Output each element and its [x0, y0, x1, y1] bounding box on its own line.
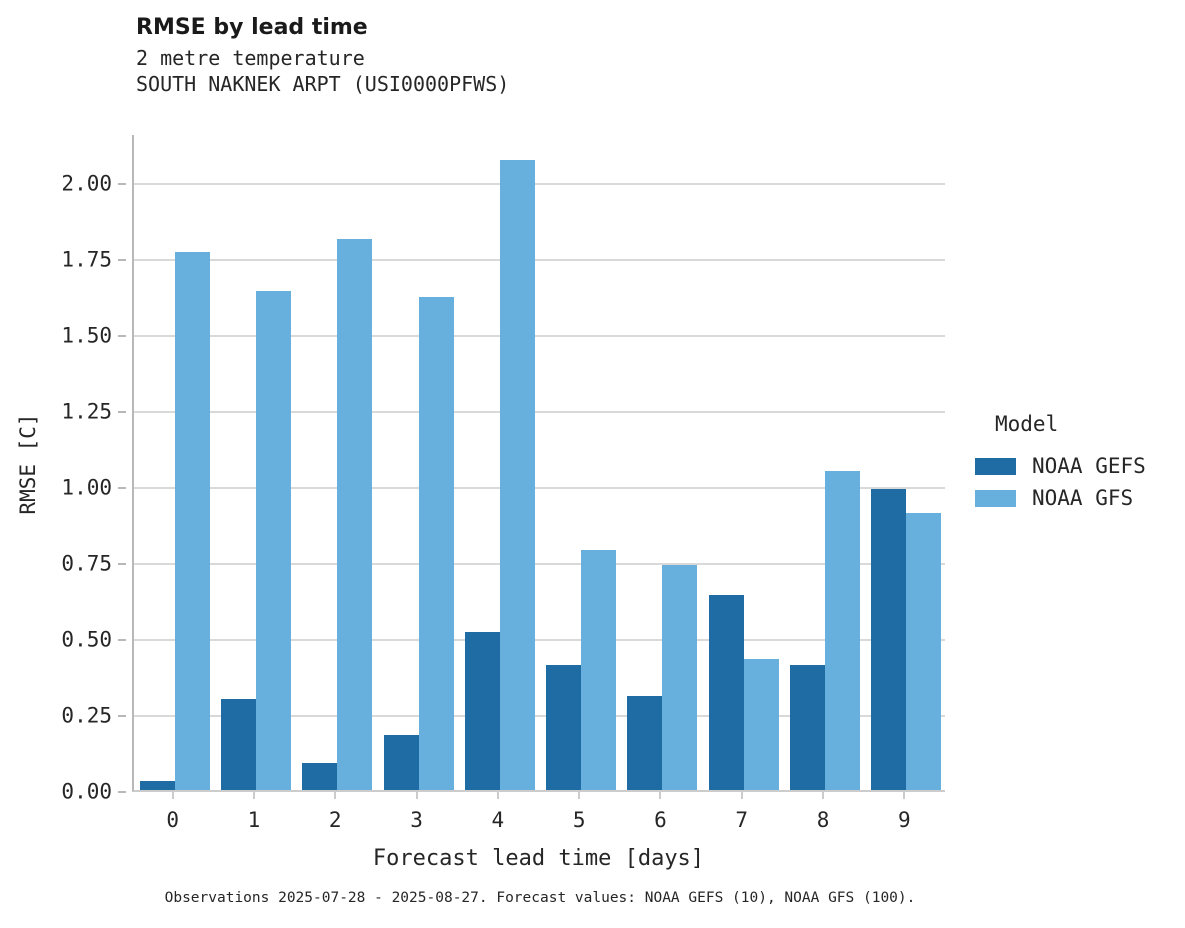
- x-tick-label: 5: [572, 808, 586, 832]
- bar[interactable]: [871, 488, 907, 790]
- legend-item-label: NOAA GFS: [1032, 486, 1134, 510]
- y-tick-label: 1.00: [61, 475, 112, 500]
- bar[interactable]: [174, 251, 210, 790]
- x-tick-label: 6: [654, 808, 667, 832]
- y-tick-mark: [118, 182, 126, 185]
- x-tick-label: 1: [247, 808, 261, 832]
- y-tick-label: 0.75: [61, 551, 112, 576]
- chart-subtitle-variable: 2 metre temperature: [136, 46, 365, 70]
- legend-item[interactable]: NOAA GEFS: [975, 450, 1175, 482]
- x-tick-label: 2: [328, 808, 342, 832]
- x-tick-mark: [415, 792, 418, 799]
- bar[interactable]: [464, 631, 500, 790]
- y-tick-label: 0.25: [61, 703, 112, 728]
- y-tick-mark: [118, 486, 126, 489]
- legend-item[interactable]: NOAA GFS: [975, 482, 1175, 514]
- bar-group: [459, 135, 540, 790]
- x-axis-label: Forecast lead time [days]: [372, 846, 705, 871]
- y-tick-label: 1.50: [61, 323, 112, 348]
- bar[interactable]: [825, 470, 861, 790]
- x-tick-mark: [903, 792, 906, 799]
- bar[interactable]: [418, 297, 454, 790]
- bar[interactable]: [499, 160, 535, 790]
- bar-group: [378, 135, 459, 790]
- bar[interactable]: [743, 659, 779, 790]
- y-axis: RMSE [C] 0.00 0.25 0.50 0.75 1.00 1.25 1.50 1.7…: [0, 135, 126, 802]
- y-tick-label: 2.00: [61, 171, 112, 196]
- y-tick-label: 1.75: [61, 247, 112, 272]
- bar-group: [784, 135, 865, 790]
- bar[interactable]: [906, 513, 942, 790]
- bar[interactable]: [220, 698, 256, 790]
- footnote: Observations 2025-07-28 - 2025-08-27. Fo…: [164, 890, 916, 906]
- y-tick-mark: [118, 334, 126, 337]
- bar-group: [703, 135, 784, 790]
- bar[interactable]: [302, 762, 338, 790]
- y-tick-label: 0.00: [61, 779, 112, 804]
- x-tick-mark: [578, 792, 581, 799]
- bar-group: [297, 135, 378, 790]
- x-tick-label: 8: [816, 808, 830, 832]
- x-tick-mark: [496, 792, 499, 799]
- x-tick-mark: [171, 792, 174, 799]
- bar[interactable]: [581, 549, 617, 790]
- x-tick-label: 4: [491, 808, 505, 832]
- y-tick-label: 1.25: [61, 399, 112, 424]
- legend-swatch-icon: [975, 457, 1016, 475]
- bar-group: [541, 135, 622, 790]
- y-axis-label: RMSE [C]: [16, 412, 40, 515]
- bar[interactable]: [708, 595, 744, 790]
- y-tick-mark: [118, 714, 126, 717]
- x-tick-label: 0: [166, 808, 179, 832]
- legend-swatch-icon: [975, 489, 1016, 507]
- x-axis: 0 1 2 3 4 5 6 7 8 9: [132, 792, 945, 832]
- bar[interactable]: [139, 780, 175, 790]
- page-title: RMSE by lead time: [136, 15, 368, 40]
- legend: Model NOAA GEFS NOAA GFS: [975, 412, 1175, 514]
- bar-group: [215, 135, 296, 790]
- legend-item-label: NOAA GEFS: [1032, 454, 1146, 478]
- x-tick-mark: [659, 792, 662, 799]
- plot-area: [132, 135, 945, 792]
- x-tick-label: 9: [898, 808, 911, 832]
- bar[interactable]: [255, 291, 291, 790]
- y-tick-mark: [118, 410, 126, 413]
- chart-subtitle-station: SOUTH NAKNEK ARPT (USI0000PFWS): [136, 72, 510, 96]
- bar[interactable]: [627, 695, 663, 790]
- bar-group: [622, 135, 703, 790]
- chart-header: RMSE by lead time 2 metre temperature SO…: [136, 14, 1036, 97]
- bars-layer: [134, 135, 945, 790]
- x-tick-label: 7: [735, 808, 749, 832]
- x-tick-label: 3: [410, 808, 423, 832]
- bar[interactable]: [546, 665, 582, 790]
- x-tick-mark: [252, 792, 255, 799]
- bar-group: [134, 135, 215, 790]
- bar-group: [866, 135, 947, 790]
- bar[interactable]: [662, 564, 698, 790]
- x-tick-mark: [822, 792, 825, 799]
- y-tick-mark: [118, 791, 126, 793]
- bar[interactable]: [790, 665, 826, 790]
- y-tick-mark: [118, 562, 126, 565]
- y-tick-mark: [118, 638, 126, 641]
- x-tick-mark: [334, 792, 337, 799]
- bar[interactable]: [383, 735, 419, 790]
- legend-items: NOAA GEFS NOAA GFS: [975, 450, 1175, 514]
- y-tick-mark: [118, 258, 126, 261]
- bar[interactable]: [337, 239, 373, 790]
- legend-title: Model: [995, 412, 1059, 436]
- x-tick-mark: [740, 792, 743, 799]
- y-tick-label: 0.50: [61, 627, 112, 652]
